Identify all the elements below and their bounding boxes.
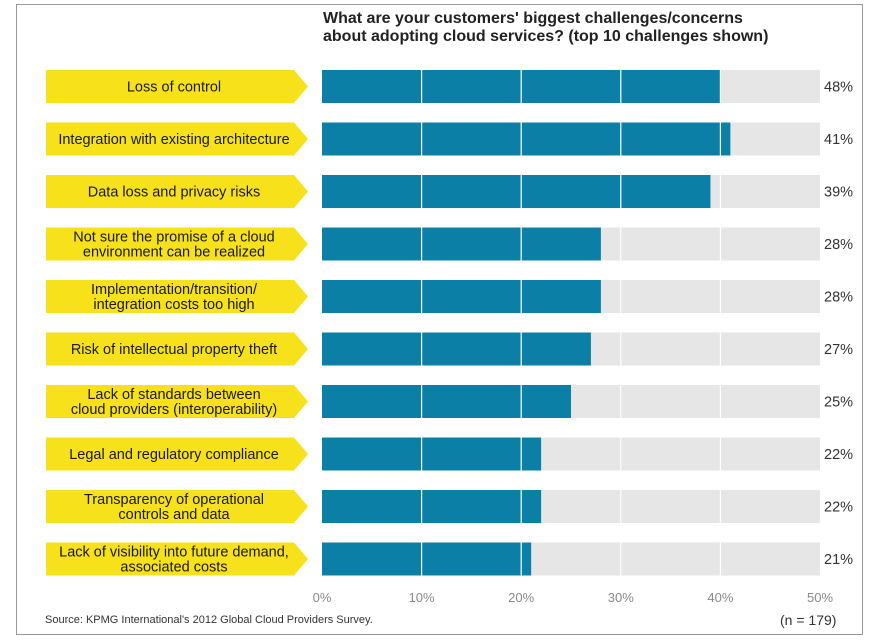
category-label-box [46,490,308,523]
bar [322,175,711,208]
chart-frame [16,4,863,635]
category-label: Lack of visibility into future demand, [59,545,289,561]
x-tick-label: 0% [313,590,332,605]
category-label-box [46,175,308,208]
category-label: Legal and regulatory compliance [69,447,279,463]
bar [322,332,591,366]
value-label: 25% [824,395,853,411]
category-label: Loss of control [127,80,221,96]
category-label: Lack of standards between [87,387,260,403]
chart-title-line-1: What are your customers' biggest challen… [323,10,743,27]
value-label: 28% [824,237,853,253]
x-tick-label: 50% [807,590,833,605]
category-label-box [46,385,308,418]
category-label: Integration with existing architecture [58,132,289,148]
category-label: cloud providers (interoperability) [71,402,277,418]
category-label: Data loss and privacy risks [88,185,260,201]
category-label: Risk of intellectual property theft [71,342,277,358]
category-label-box [46,280,308,313]
bar [322,542,532,576]
bar [322,280,601,313]
x-tick-label: 30% [608,590,634,605]
bar [322,437,542,471]
category-label: associated costs [120,560,227,576]
category-label-box [46,437,308,471]
category-label: Transparency of operational [84,492,264,508]
category-label: Implementation/transition/ [91,282,258,298]
category-label: integration costs too high [93,297,254,313]
category-label-box [46,542,308,576]
chart-title: What are your customers' biggest challen… [323,10,843,46]
bar [322,385,571,418]
source-note: Source: KPMG International's 2012 Global… [45,614,373,626]
value-label: 48% [824,80,853,96]
value-label: 28% [824,290,853,306]
category-label-box [46,122,308,156]
category-label: controls and data [118,507,230,523]
category-label: environment can be realized [83,245,265,261]
x-tick-label: 10% [409,590,435,605]
category-label-box [46,70,308,103]
x-tick-label: 20% [508,590,534,605]
sample-size-label: (n = 179) [780,612,837,628]
bar [322,227,601,261]
value-label: 41% [824,132,853,148]
bar [322,122,731,156]
value-label: 22% [824,500,853,516]
x-tick-label: 40% [707,590,733,605]
bar [322,490,542,523]
category-label-box [46,227,308,261]
value-label: 27% [824,342,853,358]
value-label: 21% [824,552,853,568]
chart-title-line-2: about adopting cloud services? (top 10 c… [323,28,769,45]
value-label: 22% [824,447,853,463]
value-label: 39% [824,185,853,201]
category-label-box [46,332,308,366]
category-label: Not sure the promise of a cloud [73,230,275,246]
